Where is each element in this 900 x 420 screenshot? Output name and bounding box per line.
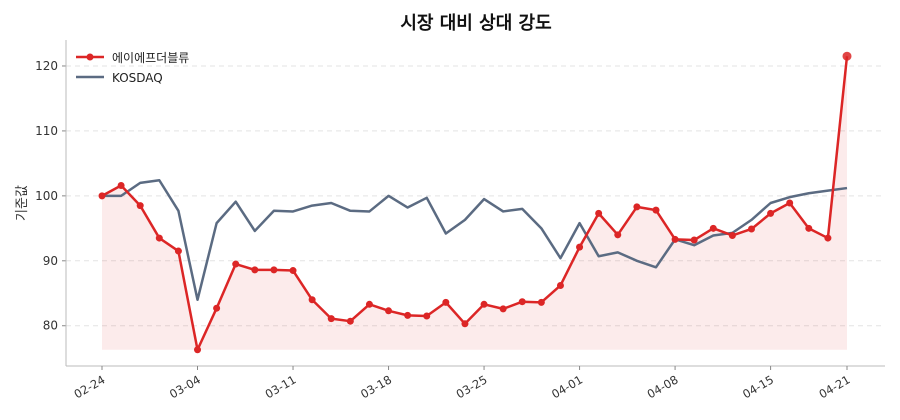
data-point (365, 300, 373, 308)
y-tick-label: 90 (43, 254, 58, 268)
y-axis-label: 기준값 (15, 185, 30, 221)
area-fill (102, 56, 847, 350)
data-point (747, 225, 755, 233)
data-point (174, 247, 182, 255)
data-point (385, 307, 393, 315)
legend-marker (86, 53, 94, 61)
x-tick-label: 03-04 (167, 372, 203, 401)
data-point (213, 304, 221, 312)
data-point (499, 305, 507, 313)
data-point (595, 209, 603, 217)
x-tick-label: 03-18 (358, 372, 394, 401)
x-tick-label: 04-21 (817, 372, 853, 401)
x-tick-label: 03-25 (454, 372, 490, 401)
y-tick-label: 100 (35, 189, 58, 203)
x-tick-label: 04-01 (549, 372, 585, 401)
data-point (652, 206, 660, 214)
data-point (136, 202, 144, 210)
x-tick-label: 04-15 (740, 372, 776, 401)
legend-label-stock: 에이에프더블류 (112, 51, 189, 65)
data-point (346, 317, 354, 325)
data-point (709, 224, 717, 232)
data-point (842, 51, 852, 61)
data-point (786, 199, 794, 207)
data-point (270, 266, 278, 274)
data-point (98, 192, 106, 200)
data-point (728, 231, 736, 239)
data-point (576, 243, 584, 251)
data-point (671, 235, 679, 243)
y-tick-label: 80 (43, 319, 58, 333)
legend: 에이에프더블류 KOSDAQ (76, 51, 189, 85)
data-point (404, 311, 412, 319)
data-point (461, 320, 469, 328)
legend-label-kosdaq: KOSDAQ (112, 71, 163, 85)
series-line-stock (101, 56, 849, 352)
chart-title: 시장 대비 상대 강도 (400, 13, 551, 34)
data-point (308, 296, 316, 304)
data-point (767, 209, 775, 217)
x-tick-label: 04-08 (645, 372, 681, 401)
data-point (194, 346, 202, 354)
data-point (232, 260, 240, 268)
x-tick-label: 02-24 (72, 372, 108, 401)
data-point (327, 315, 335, 323)
data-point (556, 281, 564, 289)
data-point (633, 203, 641, 211)
data-point (251, 266, 259, 274)
x-tick-label: 03-11 (263, 372, 299, 401)
data-point (423, 312, 431, 320)
series-line-kosdaq (102, 179, 848, 302)
data-point (117, 181, 125, 189)
data-point (442, 298, 450, 306)
data-point (614, 231, 622, 239)
data-point (805, 224, 813, 232)
y-tick-label: 120 (35, 59, 58, 73)
data-point (480, 300, 488, 308)
data-point (518, 298, 526, 306)
data-point (155, 234, 163, 242)
data-point (824, 234, 832, 242)
data-point (289, 267, 297, 275)
data-point (537, 298, 545, 306)
data-point (690, 236, 698, 244)
y-tick-label: 110 (35, 124, 58, 138)
